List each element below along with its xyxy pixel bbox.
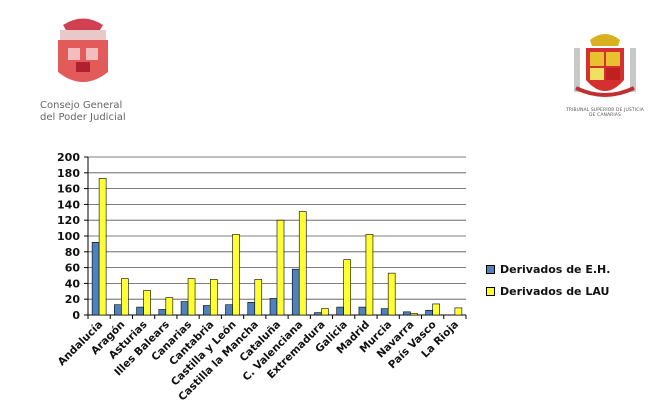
legend-swatch xyxy=(486,264,495,274)
bar xyxy=(225,304,233,316)
bar xyxy=(91,242,100,316)
tsj-caption-line2: DE CANARIAS xyxy=(589,113,621,118)
bar xyxy=(343,259,352,316)
y-tick-label: 140 xyxy=(57,198,80,211)
legend-label: Derivados de LAU xyxy=(500,284,610,298)
y-tick-label: 180 xyxy=(57,167,80,180)
bar xyxy=(276,219,285,316)
y-tick-label: 20 xyxy=(65,293,81,306)
bar xyxy=(247,302,256,316)
bar xyxy=(121,278,129,316)
bar xyxy=(98,178,107,316)
bar xyxy=(180,301,189,316)
bar xyxy=(165,297,174,316)
cgpj-logo: Consejo General del Poder Judicial xyxy=(40,10,140,130)
legend-label: Derivados de E.H. xyxy=(500,262,611,276)
bar xyxy=(136,306,144,316)
y-tick-label: 0 xyxy=(72,309,80,322)
y-tick-label: 120 xyxy=(57,214,80,227)
y-tick-label: 80 xyxy=(65,246,81,259)
bar xyxy=(143,290,151,316)
bar xyxy=(269,298,278,316)
tsj-caption-line1: TRIBUNAL SUPERIOR DE JUSTICIA xyxy=(566,108,644,113)
legend-swatch xyxy=(486,286,495,296)
bar xyxy=(425,309,433,316)
bar xyxy=(291,268,300,316)
y-tick-label: 160 xyxy=(57,183,80,196)
bar xyxy=(358,306,367,316)
y-tick-label: 40 xyxy=(65,277,81,290)
bar xyxy=(298,211,307,316)
bar xyxy=(321,308,329,316)
bar xyxy=(432,303,440,316)
bar xyxy=(158,309,167,316)
bar xyxy=(387,272,396,316)
bar xyxy=(114,304,122,316)
bar xyxy=(365,234,374,316)
coat-of-arms-icon xyxy=(574,34,636,97)
cgpj-caption-line1: Consejo General xyxy=(40,100,123,111)
y-tick-label: 200 xyxy=(57,151,80,164)
bar xyxy=(336,306,345,316)
coat-of-arms-icon xyxy=(58,18,108,82)
bar xyxy=(454,307,463,316)
y-tick-label: 60 xyxy=(65,262,81,275)
bar xyxy=(202,305,211,316)
bar xyxy=(254,279,263,316)
legend-item: Derivados de LAU xyxy=(486,280,661,302)
y-tick-label: 100 xyxy=(57,230,80,243)
bar xyxy=(232,234,240,316)
bar xyxy=(314,312,322,316)
bar xyxy=(403,311,411,316)
tsj-logo: TRIBUNAL SUPERIOR DE JUSTICIA DE CANARIA… xyxy=(555,28,655,123)
cgpj-caption-line2: del Poder Judicial xyxy=(40,112,126,123)
bar xyxy=(187,278,196,316)
bar xyxy=(380,308,389,316)
bar xyxy=(209,279,218,316)
legend-item: Derivados de E.H. xyxy=(486,258,661,280)
bar xyxy=(410,313,418,316)
chart-legend: Derivados de E.H. Derivados de LAU xyxy=(486,258,661,302)
